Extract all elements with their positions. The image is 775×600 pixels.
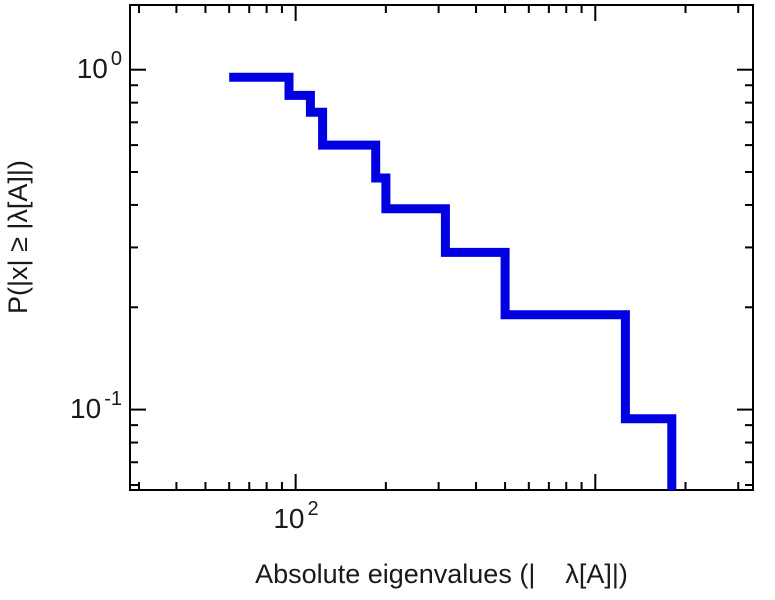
x-axis-label: Absolute eigenvalues (| λ[A]|) bbox=[255, 559, 628, 589]
x-tick-1e2-exponent: 2 bbox=[307, 498, 319, 520]
x-tick-1e2-base: 10 bbox=[273, 503, 305, 534]
y-tick-1e0-exponent: 0 bbox=[110, 48, 122, 70]
axes-box-and-ticks bbox=[129, 4, 754, 491]
x-tick-label-1e2: 10 2 bbox=[236, 498, 356, 539]
y-tick-label-1e-1: 10 -1 bbox=[70, 388, 122, 429]
y-tick-1e-1-exponent: -1 bbox=[104, 388, 122, 410]
y-tick-1e-1-base: 10 bbox=[70, 393, 102, 424]
y-axis-label: P(|x| ≥ |λ[A]|) bbox=[3, 160, 33, 314]
step-line bbox=[229, 72, 677, 490]
y-tick-1e0-base: 10 bbox=[76, 53, 108, 84]
y-tick-label-1e0: 10 0 bbox=[76, 48, 122, 89]
